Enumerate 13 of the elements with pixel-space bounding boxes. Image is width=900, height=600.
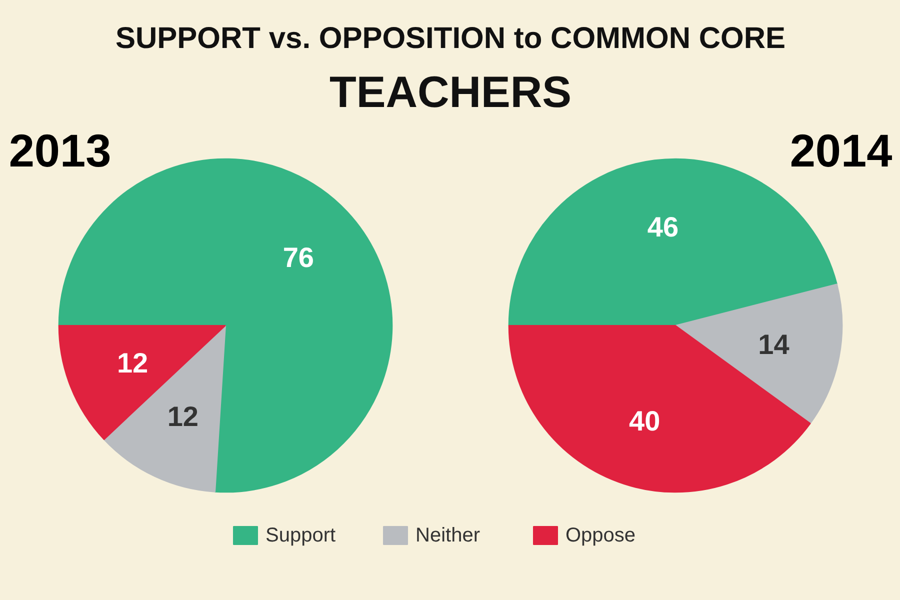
data-label: 12 [116, 347, 148, 378]
chart-title: 2013 [8, 124, 112, 176]
data-label: 14 [758, 329, 790, 360]
data-label: 12 [167, 400, 199, 432]
legend-label: Support [266, 524, 336, 546]
legend-label: Neither [416, 524, 480, 546]
text: TEACHERS [329, 68, 572, 117]
data-label: 46 [647, 211, 679, 242]
data-label: 76 [282, 242, 314, 274]
text: SUPPORT vs. OPPOSITION to COMMON CORE [115, 22, 786, 55]
data-label: 40 [629, 406, 660, 437]
chart-title: 2014 [790, 124, 893, 176]
legend-label: Oppose [566, 524, 636, 546]
